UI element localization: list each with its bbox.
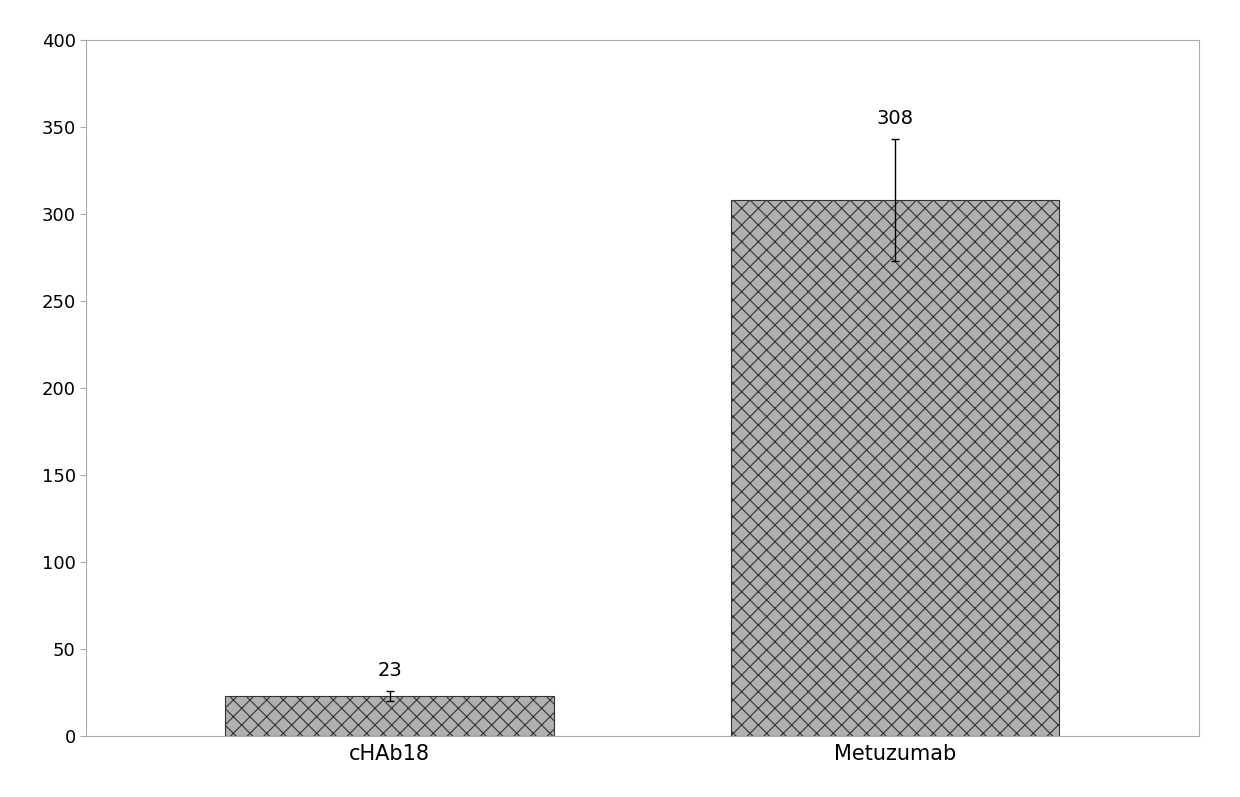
Text: 23: 23 [377,662,402,681]
Text: 308: 308 [877,109,914,128]
Bar [730,200,1059,736]
Bar [226,696,554,736]
